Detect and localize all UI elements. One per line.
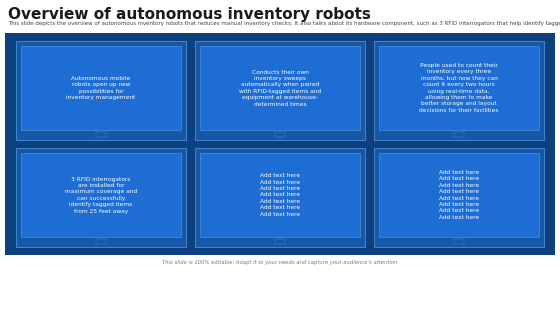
Bar <box>16 41 186 140</box>
Bar <box>275 239 285 244</box>
Text: Autonomous mobile
robots open up new
possibilities for
inventory management: Autonomous mobile robots open up new pos… <box>67 76 136 100</box>
Text: This slide depicts the overview of autonomous inventory robots that reduces manu: This slide depicts the overview of auton… <box>8 21 560 26</box>
Bar <box>16 148 186 247</box>
Bar <box>374 148 544 247</box>
Bar <box>21 46 181 130</box>
Bar <box>96 239 106 244</box>
Bar <box>5 33 555 255</box>
Text: This slide is 100% editable. Adapt it to your needs and capture your audience’s : This slide is 100% editable. Adapt it to… <box>162 260 398 265</box>
Bar <box>454 239 464 244</box>
Bar <box>96 132 106 137</box>
Bar <box>374 41 544 140</box>
Bar <box>195 148 365 247</box>
Bar <box>275 132 285 137</box>
Text: Conducts their own
inventory sweeps
automatically when paired
with RFID-tagged i: Conducts their own inventory sweeps auto… <box>239 70 321 106</box>
Text: People used to count their
inventory every three
months, but now they can
count : People used to count their inventory eve… <box>419 63 499 113</box>
Bar <box>379 46 539 130</box>
Text: 3 RFID interrogators
are installed for
maximum coverage and
can successfully
ide: 3 RFID interrogators are installed for m… <box>65 176 137 214</box>
Text: Add text here
Add text here
Add text here
Add text here
Add text here
Add text h: Add text here Add text here Add text her… <box>439 170 479 220</box>
Bar <box>200 153 360 237</box>
Text: Overview of autonomous inventory robots: Overview of autonomous inventory robots <box>8 7 371 22</box>
Text: Add text here
Add text here
Add text here
Add text here
Add text here
Add text h: Add text here Add text here Add text her… <box>260 173 300 217</box>
Bar <box>379 153 539 237</box>
Bar <box>200 46 360 130</box>
Bar <box>454 132 464 137</box>
Bar <box>195 41 365 140</box>
Bar <box>21 153 181 237</box>
